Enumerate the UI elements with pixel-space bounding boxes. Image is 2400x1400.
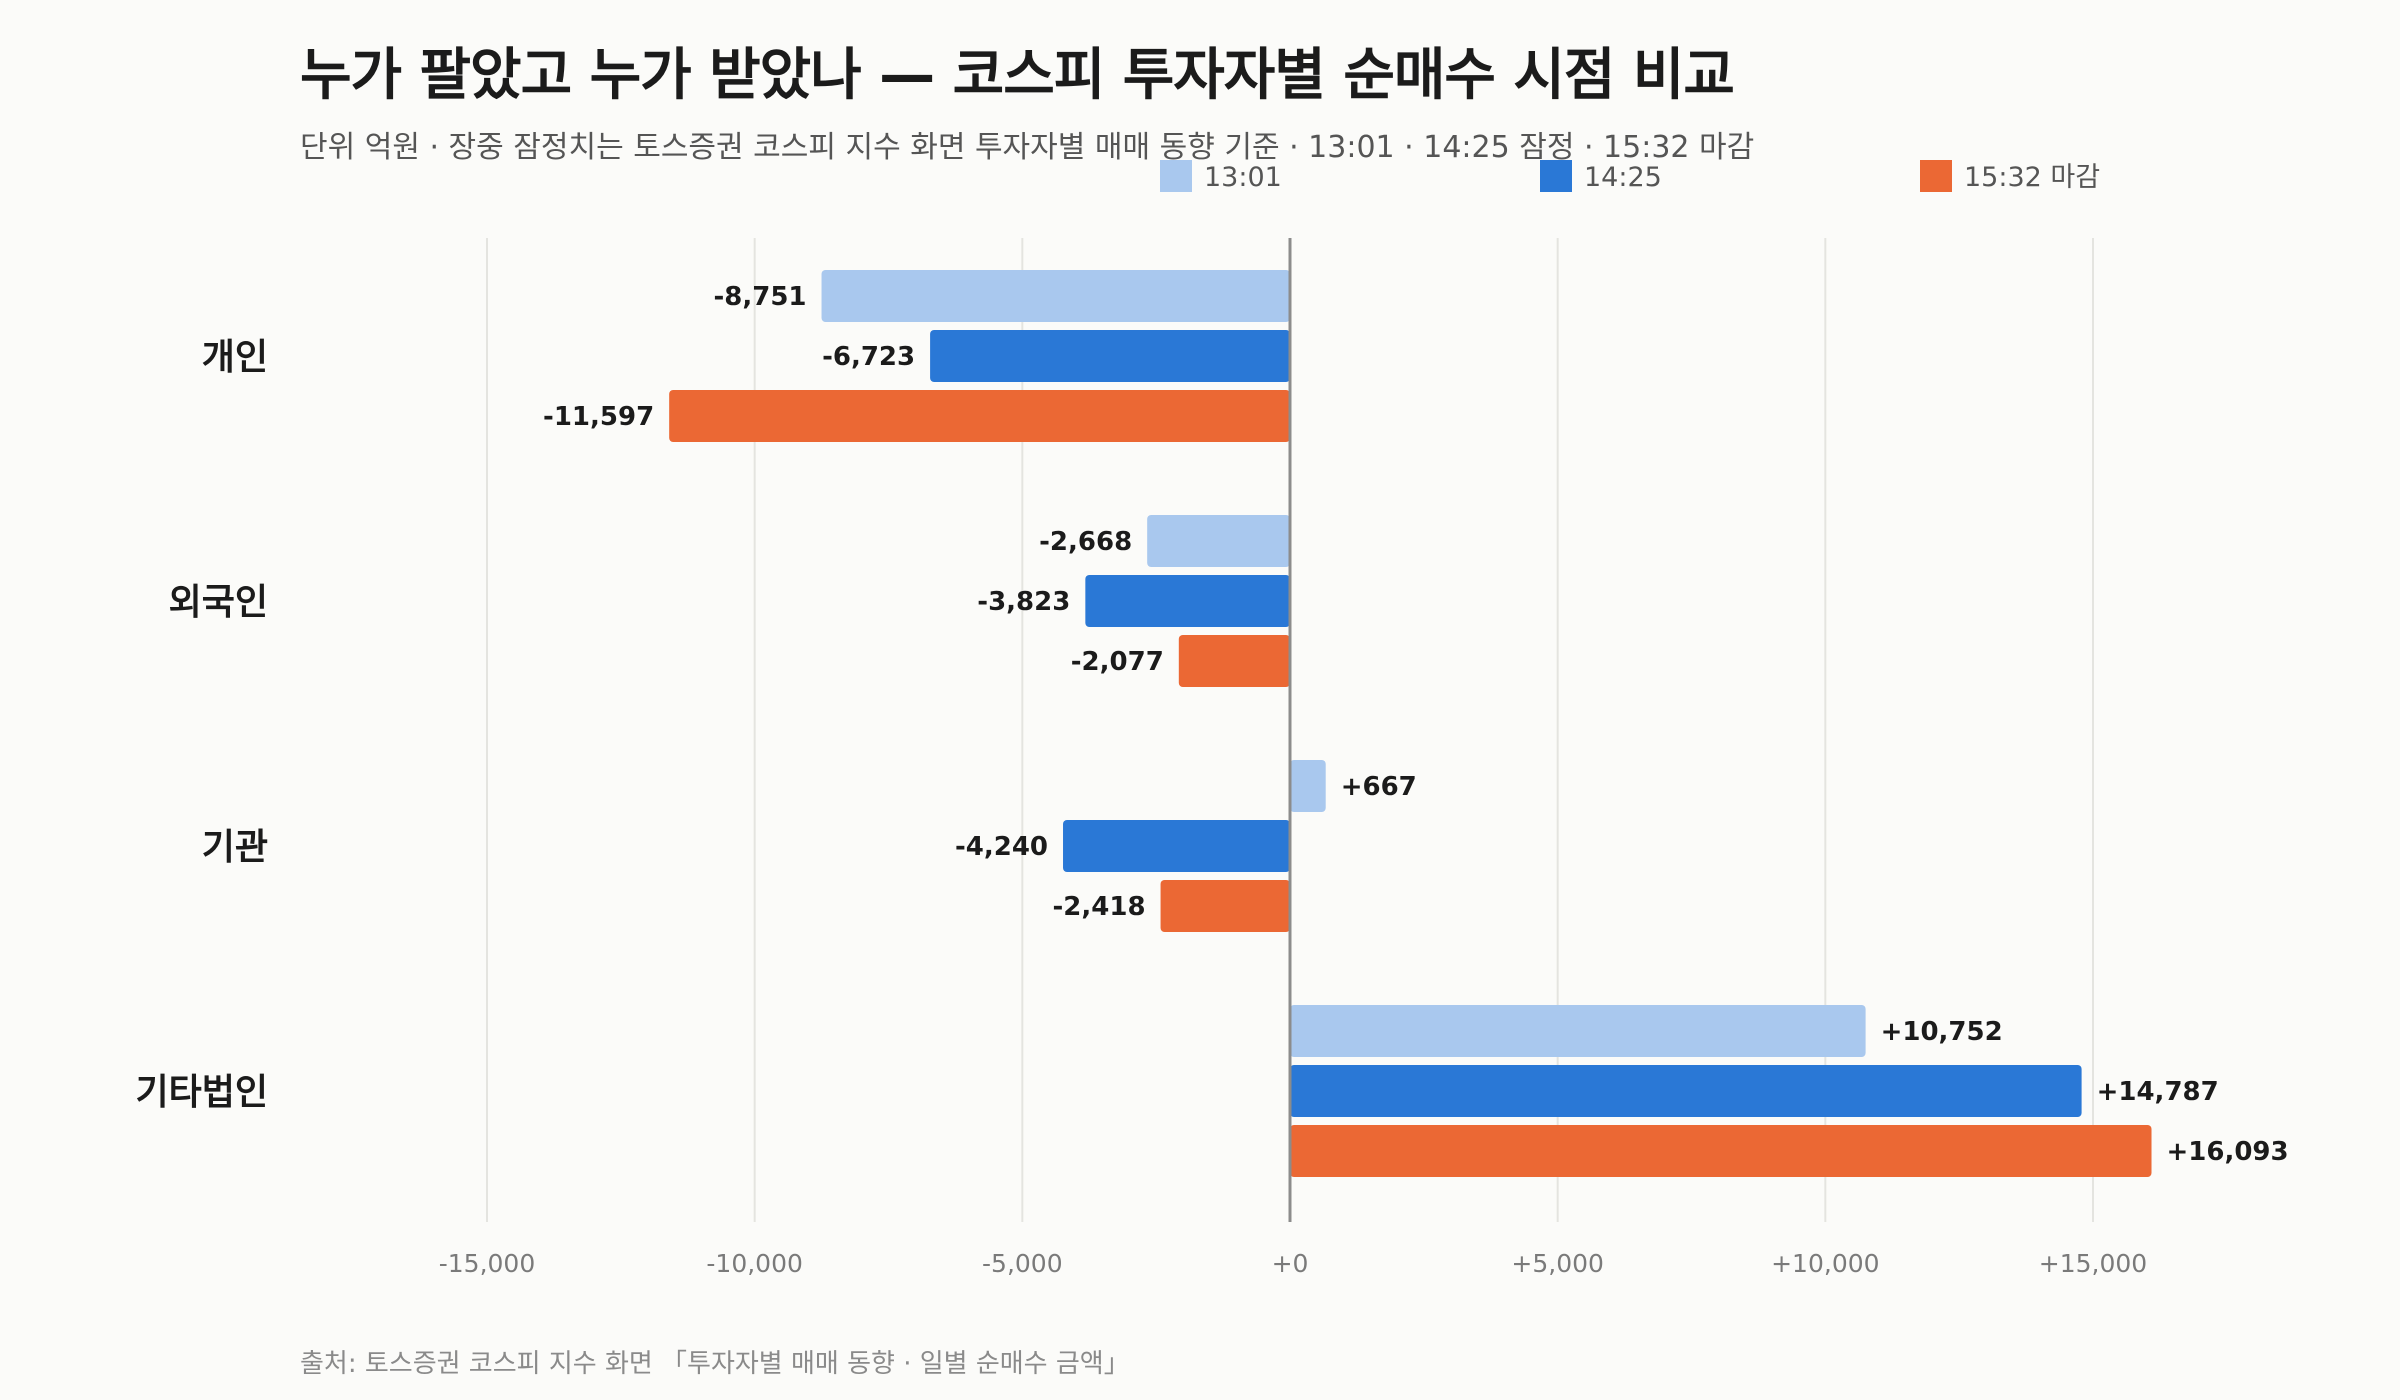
- legend-label: 15:32 마감: [1964, 162, 2100, 193]
- category-label: 외국인: [169, 582, 268, 623]
- data-label: -2,668: [1039, 527, 1132, 557]
- legend-swatch: [1540, 160, 1572, 192]
- data-label: +667: [1341, 772, 1417, 802]
- bar: [930, 330, 1290, 382]
- value-labels: -8,751 -6,723 -11,597 -2,668 -3,823-2,077 +66…: [543, 282, 2289, 1167]
- x-tick-label: +0: [1272, 1249, 1309, 1278]
- bar: [1290, 760, 1326, 812]
- data-label: -4,240: [955, 832, 1048, 862]
- data-label: +16,093: [2167, 1137, 2289, 1167]
- category-label: 기관: [202, 827, 268, 868]
- category-label: 개인: [202, 337, 268, 378]
- bar: [669, 390, 1290, 442]
- legend-swatch: [1160, 160, 1192, 192]
- bar: [1085, 575, 1290, 627]
- bar: [1290, 1005, 1866, 1057]
- x-tick-label: -5,000: [982, 1249, 1063, 1278]
- data-label: +10,752: [1881, 1017, 2003, 1047]
- x-tick-label: -15,000: [439, 1249, 536, 1278]
- x-tick-label: -10,000: [706, 1249, 803, 1278]
- bar: [821, 270, 1290, 322]
- bar: [1178, 635, 1290, 687]
- x-tick-labels: -15,000 -10,000 -5,000 +0 +5,000 +10,000 +15,0…: [439, 1249, 2147, 1278]
- legend-label: 14:25: [1584, 162, 1662, 193]
- bar: [1063, 820, 1290, 872]
- legend-label: 13:01: [1204, 162, 1282, 193]
- data-label: -2,077: [1071, 647, 1164, 677]
- chart-title: 누가 팔았고 누가 받았나 — 코스피 투자자별 순매수 시점 비교: [300, 43, 1735, 108]
- data-label: -3,823: [977, 587, 1070, 617]
- bar: [1147, 515, 1290, 567]
- x-tick-label: +15,000: [2039, 1249, 2147, 1278]
- data-label: -2,418: [1053, 892, 1146, 922]
- data-label: +14,787: [2097, 1077, 2219, 1107]
- x-tick-label: +5,000: [1511, 1249, 1604, 1278]
- grid-lines: [486, 238, 2094, 1222]
- bar: [1290, 1065, 2082, 1117]
- bar: [1290, 1125, 2152, 1177]
- category-label: 기타법인: [136, 1072, 268, 1113]
- data-label: -6,723: [822, 342, 915, 372]
- data-label: -8,751: [713, 282, 806, 312]
- source-note: 출처: 토스증권 코스피 지수 화면 「투자자별 매매 동향 · 일별 순매수 …: [300, 1349, 1130, 1379]
- bars: [669, 270, 2152, 1177]
- data-label: -11,597: [543, 402, 654, 432]
- x-tick-label: +10,000: [1771, 1249, 1879, 1278]
- chart-subtitle: 단위 억원 · 장중 잠정치는 토스증권 코스피 지수 화면 투자자별 매매 동…: [300, 130, 1755, 165]
- legend: 13:01 14:25 15:32 마감: [1160, 160, 2100, 193]
- legend-swatch: [1920, 160, 1952, 192]
- bar: [1160, 880, 1290, 932]
